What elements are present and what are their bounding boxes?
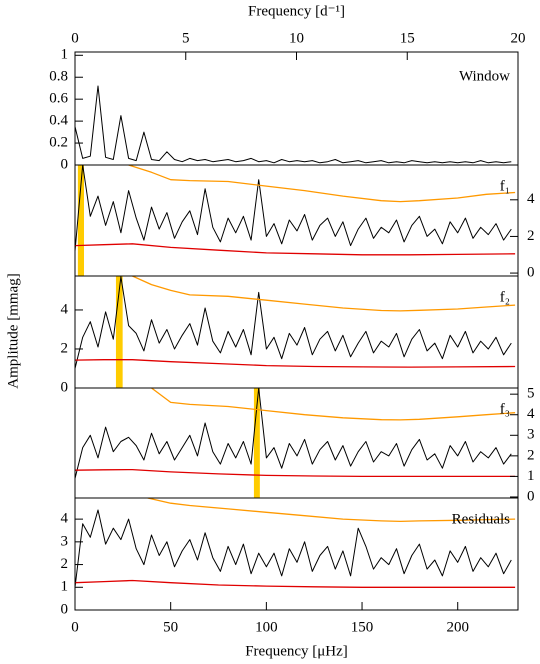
panel-frame bbox=[74, 164, 519, 277]
y-tick-label: 2 bbox=[61, 556, 69, 572]
threshold-line bbox=[75, 579, 516, 588]
y-tick-label: 0.6 bbox=[49, 91, 68, 107]
panel-label: f₁ bbox=[500, 178, 510, 194]
spectrum bbox=[75, 85, 512, 164]
spectrum bbox=[75, 276, 512, 369]
spectrum bbox=[75, 388, 512, 479]
y-tick-label: 0 bbox=[527, 488, 535, 504]
y-tick-label: 1 bbox=[61, 579, 69, 595]
y-tick-label: 0.2 bbox=[49, 134, 68, 150]
x2-axis-label: Frequency [d⁻¹] bbox=[248, 3, 345, 19]
y-tick-label: 2 bbox=[527, 228, 535, 244]
y-tick-label: 4 bbox=[527, 191, 535, 207]
x-tick-label: 50 bbox=[163, 619, 178, 635]
x2-tick-label: 15 bbox=[400, 30, 415, 46]
highlight-band bbox=[77, 165, 84, 276]
panel bbox=[75, 388, 516, 498]
x-axis-label: Frequency [μHz] bbox=[245, 643, 348, 659]
y-tick-label: 4 bbox=[61, 511, 69, 527]
panel-label: Residuals bbox=[452, 511, 510, 527]
y-tick-label: 0 bbox=[527, 265, 535, 281]
panel-frame bbox=[74, 387, 519, 499]
y-tick-label: 5 bbox=[527, 386, 535, 402]
y-tick-label: 1 bbox=[61, 47, 69, 63]
y-tick-label: 3 bbox=[527, 427, 535, 443]
panel-label: Window bbox=[459, 68, 510, 84]
x-tick-label: 200 bbox=[446, 619, 469, 635]
panel-label: f₃ bbox=[500, 401, 510, 417]
x-tick-label: 150 bbox=[351, 619, 374, 635]
y-tick-label: 2 bbox=[527, 447, 535, 463]
spectrum bbox=[75, 509, 512, 588]
y-tick-label: 0 bbox=[61, 156, 69, 172]
highlight-band bbox=[115, 276, 123, 388]
y-tick-label: 1 bbox=[527, 468, 535, 484]
threshold-line bbox=[151, 388, 516, 421]
x-tick-label: 100 bbox=[255, 619, 278, 635]
y-tick-label: 0.4 bbox=[49, 113, 68, 129]
x2-tick-label: 20 bbox=[511, 30, 526, 46]
panel-frame bbox=[74, 497, 519, 611]
panel bbox=[75, 85, 512, 164]
y-tick-label: 2 bbox=[61, 340, 69, 356]
y-tick-label: 0 bbox=[61, 601, 69, 617]
threshold-line bbox=[132, 276, 516, 312]
x2-tick-label: 0 bbox=[71, 30, 79, 46]
y-tick-label: 0 bbox=[61, 379, 69, 395]
y-tick-label: 4 bbox=[527, 406, 535, 422]
threshold-line bbox=[75, 359, 516, 368]
threshold-line bbox=[75, 243, 516, 256]
x2-tick-label: 5 bbox=[182, 30, 190, 46]
x-tick-label: 0 bbox=[71, 619, 79, 635]
threshold-line bbox=[147, 498, 516, 523]
panel-label: f₂ bbox=[500, 289, 510, 305]
y-axis-label: Amplitude [mmag] bbox=[5, 273, 21, 388]
y-tick-label: 0.8 bbox=[49, 69, 68, 85]
y-tick-label: 3 bbox=[61, 533, 69, 549]
spectrum bbox=[75, 165, 512, 252]
panel bbox=[75, 276, 516, 388]
y-tick-label: 4 bbox=[61, 301, 69, 317]
threshold-line bbox=[128, 165, 516, 203]
panel bbox=[75, 165, 516, 276]
panel-frame bbox=[74, 51, 519, 166]
threshold-line bbox=[75, 468, 516, 478]
highlight-band bbox=[253, 388, 260, 498]
panel bbox=[75, 498, 516, 588]
panel-frame bbox=[74, 275, 519, 389]
x2-tick-label: 10 bbox=[289, 30, 304, 46]
